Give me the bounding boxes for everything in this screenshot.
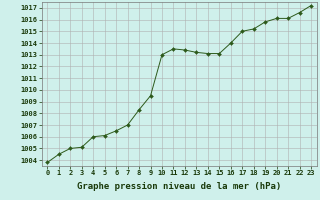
X-axis label: Graphe pression niveau de la mer (hPa): Graphe pression niveau de la mer (hPa) <box>77 182 281 191</box>
